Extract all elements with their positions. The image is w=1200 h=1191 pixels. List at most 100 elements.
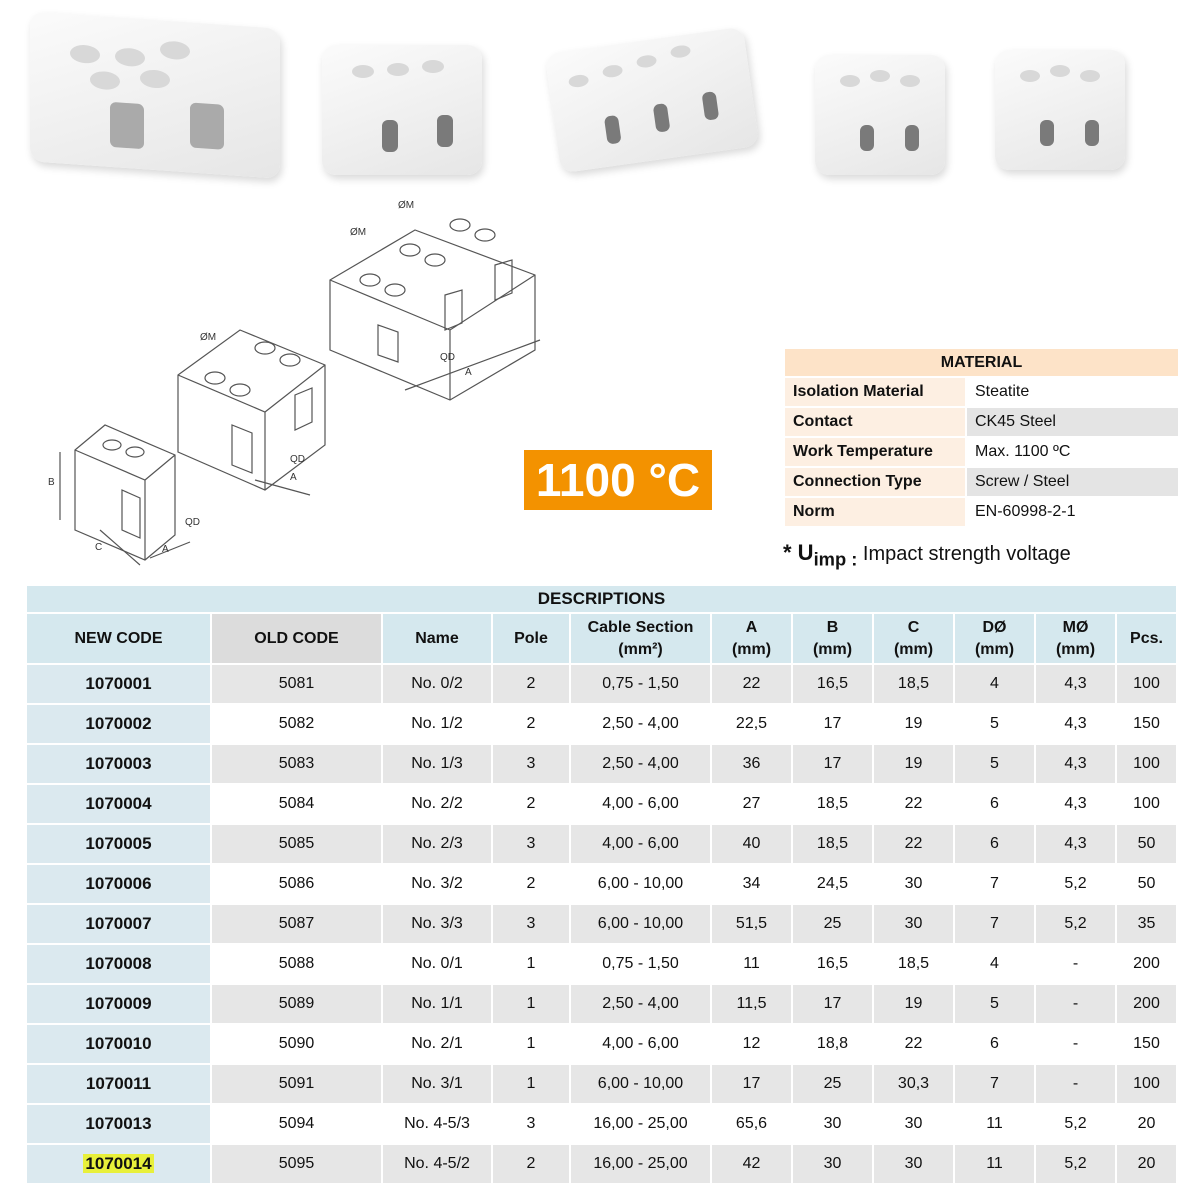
- table-cell: 6,00 - 10,00: [569, 903, 712, 945]
- table-cell: 5087: [210, 903, 383, 945]
- material-label: Contact: [785, 407, 967, 438]
- table-cell: No. 0/2: [381, 663, 493, 705]
- table-cell: 11: [953, 1103, 1036, 1145]
- table-cell: -: [1034, 943, 1117, 985]
- material-table: MATERIAL Isolation Material Steatite Cont…: [785, 349, 1178, 528]
- column-header: MØ (mm): [1034, 612, 1117, 665]
- table-cell: 17: [710, 1063, 793, 1105]
- temperature-badge: 1100 °C: [524, 450, 712, 510]
- table-cell: 2: [491, 703, 571, 745]
- drawing-three-pole: ØM ØM A QD: [329, 200, 541, 401]
- table-cell: 4,3: [1034, 663, 1117, 705]
- table-cell: 2: [491, 783, 571, 825]
- table-cell: 51,5: [710, 903, 793, 945]
- table-row: 1070003 5083 No. 1/3 3 2,50 - 4,00 36 17 19 5 4,3…: [25, 743, 1178, 785]
- table-cell: 5081: [210, 663, 383, 705]
- table-cell: 30: [872, 1143, 955, 1185]
- drawing-two-pole: ØM A QD: [177, 329, 326, 496]
- table-cell: 19: [872, 743, 955, 785]
- column-header: Pole: [491, 612, 571, 665]
- table-cell: 5,2: [1034, 1143, 1117, 1185]
- table-cell: 25: [791, 1063, 874, 1105]
- table-cell: 6: [953, 783, 1036, 825]
- drawing-single-pole: B C A QD: [48, 424, 200, 566]
- table-cell: 5088: [210, 943, 383, 985]
- table-cell: 16,00 - 25,00: [569, 1103, 712, 1145]
- table-cell: 65,6: [710, 1103, 793, 1145]
- table-cell: 25: [791, 903, 874, 945]
- table-cell: No. 2/2: [381, 783, 493, 825]
- table-cell: 100: [1115, 663, 1178, 705]
- table-cell: 2: [491, 663, 571, 705]
- table-cell: 16,00 - 25,00: [569, 1143, 712, 1185]
- table-cell: 6,00 - 10,00: [569, 863, 712, 905]
- table-cell: No. 1/2: [381, 703, 493, 745]
- table-row: 1070006 5086 No. 3/2 2 6,00 - 10,00 34 24,5 30 7…: [25, 863, 1178, 905]
- table-cell: 1: [491, 983, 571, 1025]
- column-header: Cable Section (mm²): [569, 612, 712, 665]
- table-cell: 50: [1115, 863, 1178, 905]
- table-cell: 2: [491, 1143, 571, 1185]
- table-cell: 3: [491, 1103, 571, 1145]
- svg-text:A: A: [465, 367, 472, 378]
- table-row: 1070010 5090 No. 2/1 1 4,00 - 6,00 12 18,8 22 6-…: [25, 1023, 1178, 1065]
- table-cell: 150: [1115, 703, 1178, 745]
- table-cell: 3: [491, 903, 571, 945]
- table-cell: No. 3/3: [381, 903, 493, 945]
- table-cell: 20: [1115, 1143, 1178, 1185]
- table-cell: No. 1/3: [381, 743, 493, 785]
- table-cell: 5082: [210, 703, 383, 745]
- table-cell: 2: [491, 863, 571, 905]
- table-cell: 1070003: [25, 743, 212, 785]
- table-cell: 22: [710, 663, 793, 705]
- table-cell: 1070008: [25, 943, 212, 985]
- table-cell: 100: [1115, 1063, 1178, 1105]
- table-cell: 100: [1115, 783, 1178, 825]
- table-cell: 7: [953, 1063, 1036, 1105]
- table-cell: 4,3: [1034, 743, 1117, 785]
- table-cell: 1070001: [25, 663, 212, 705]
- table-row: 1070011 5091 No. 3/1 1 6,00 - 10,00 17 25 30,3 7…: [25, 1063, 1178, 1105]
- table-cell: 4: [953, 943, 1036, 985]
- table-cell: No. 2/3: [381, 823, 493, 865]
- dimension-drawings: B C A QD ØM A QD ØM ØM A QD: [48, 200, 541, 566]
- table-cell: 30,3: [872, 1063, 955, 1105]
- table-cell: No. 3/2: [381, 863, 493, 905]
- table-cell: 1070013: [25, 1103, 212, 1145]
- column-header: Pcs.: [1115, 612, 1178, 665]
- table-cell: 5,2: [1034, 1103, 1117, 1145]
- table-cell: 5: [953, 983, 1036, 1025]
- table-cell: 19: [872, 983, 955, 1025]
- table-cell: 30: [791, 1103, 874, 1145]
- table-cell: 1070002: [25, 703, 212, 745]
- table-cell: 4,00 - 6,00: [569, 1023, 712, 1065]
- table-cell: 22: [872, 783, 955, 825]
- table-cell: 20: [1115, 1103, 1178, 1145]
- table-row: 1070013 5094 No. 4-5/3 3 16,00 - 25,00 65,6 30…: [25, 1103, 1178, 1145]
- table-cell: -: [1034, 1063, 1117, 1105]
- table-cell: 2,50 - 4,00: [569, 983, 712, 1025]
- table-cell: No. 0/1: [381, 943, 493, 985]
- svg-text:QD: QD: [185, 517, 200, 528]
- table-cell: 17: [791, 743, 874, 785]
- column-header: Name: [381, 612, 493, 665]
- table-cell: 18,5: [872, 943, 955, 985]
- table-cell: 5083: [210, 743, 383, 785]
- svg-text:QD: QD: [440, 352, 455, 363]
- table-cell: 34: [710, 863, 793, 905]
- table-row: 1070008 5088 No. 0/1 1 0,75 - 1,50 11 16,5 18,5…: [25, 943, 1178, 985]
- table-cell: 1070009: [25, 983, 212, 1025]
- table-cell: 4,3: [1034, 783, 1117, 825]
- column-header: DØ (mm): [953, 612, 1036, 665]
- table-cell: 2,50 - 4,00: [569, 703, 712, 745]
- table-row: 1070007 5087 No. 3/3 3 6,00 - 10,00 51,5 25 30 7…: [25, 903, 1178, 945]
- table-cell: 50: [1115, 823, 1178, 865]
- table-cell: 5: [953, 703, 1036, 745]
- product-photo: [544, 26, 760, 174]
- table-cell: 1070010: [25, 1023, 212, 1065]
- material-label: Work Temperature: [785, 437, 967, 468]
- table-row: 1070005 5085 No. 2/3 3 4,00 - 6,00 40 18,5 22 6 4…: [25, 823, 1178, 865]
- table-cell: 5086: [210, 863, 383, 905]
- table-cell: 5091: [210, 1063, 383, 1105]
- table-cell: No. 4-5/3: [381, 1103, 493, 1145]
